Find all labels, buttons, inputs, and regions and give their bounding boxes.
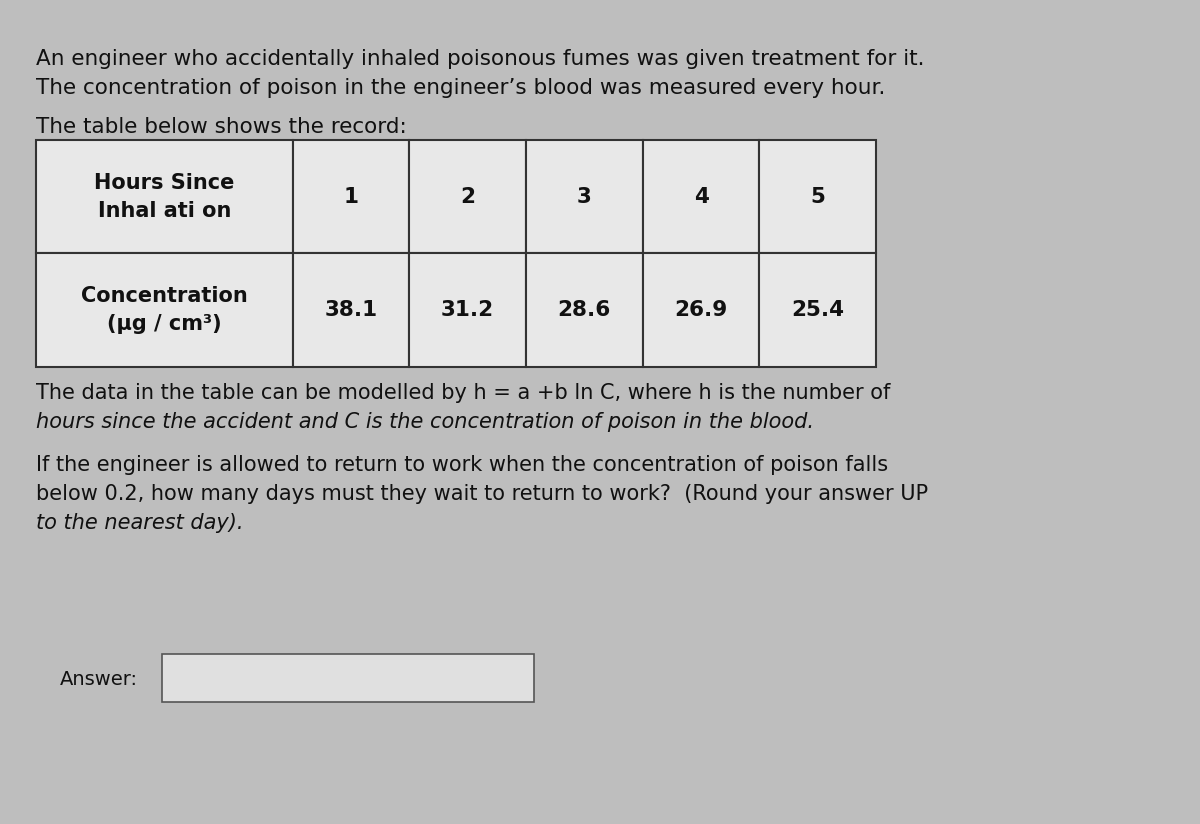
Text: 3: 3 [577,187,592,207]
Bar [36,140,293,254]
Text: Hours Since
Inhal ati on: Hours Since Inhal ati on [94,173,234,221]
Bar [643,140,760,254]
Bar [526,140,643,254]
Bar [36,254,293,367]
Text: 26.9: 26.9 [674,300,727,320]
Bar [526,254,643,367]
Text: below 0.2, how many days must they wait to return to work?  (Round your answer U: below 0.2, how many days must they wait … [36,484,928,503]
Text: 25.4: 25.4 [791,300,844,320]
Text: The concentration of poison in the engineer’s blood was measured every hour.: The concentration of poison in the engin… [36,78,886,98]
Bar [293,140,409,254]
Text: Concentration
(μg / cm³): Concentration (μg / cm³) [80,286,247,334]
Text: hours since the accident and C is the concentration of poison in the blood.: hours since the accident and C is the co… [36,412,814,432]
FancyBboxPatch shape [162,654,534,702]
Text: to the nearest day).: to the nearest day). [36,513,244,532]
Bar [409,140,526,254]
Bar [760,140,876,254]
Text: 1: 1 [343,187,359,207]
Text: 28.6: 28.6 [558,300,611,320]
Text: Answer:: Answer: [60,670,138,690]
Text: The data in the table can be modelled by h = a +b ln C, where h is the number of: The data in the table can be modelled by… [36,383,890,403]
Bar [760,254,876,367]
Text: 38.1: 38.1 [324,300,378,320]
Text: 2: 2 [460,187,475,207]
Bar [643,254,760,367]
Text: If the engineer is allowed to return to work when the concentration of poison fa: If the engineer is allowed to return to … [36,455,888,475]
Text: The table below shows the record:: The table below shows the record: [36,117,407,137]
Text: 5: 5 [810,187,826,207]
Bar [409,254,526,367]
Bar [293,254,409,367]
Text: An engineer who accidentally inhaled poisonous fumes was given treatment for it.: An engineer who accidentally inhaled poi… [36,49,924,69]
Text: 4: 4 [694,187,708,207]
Text: 31.2: 31.2 [442,300,494,320]
